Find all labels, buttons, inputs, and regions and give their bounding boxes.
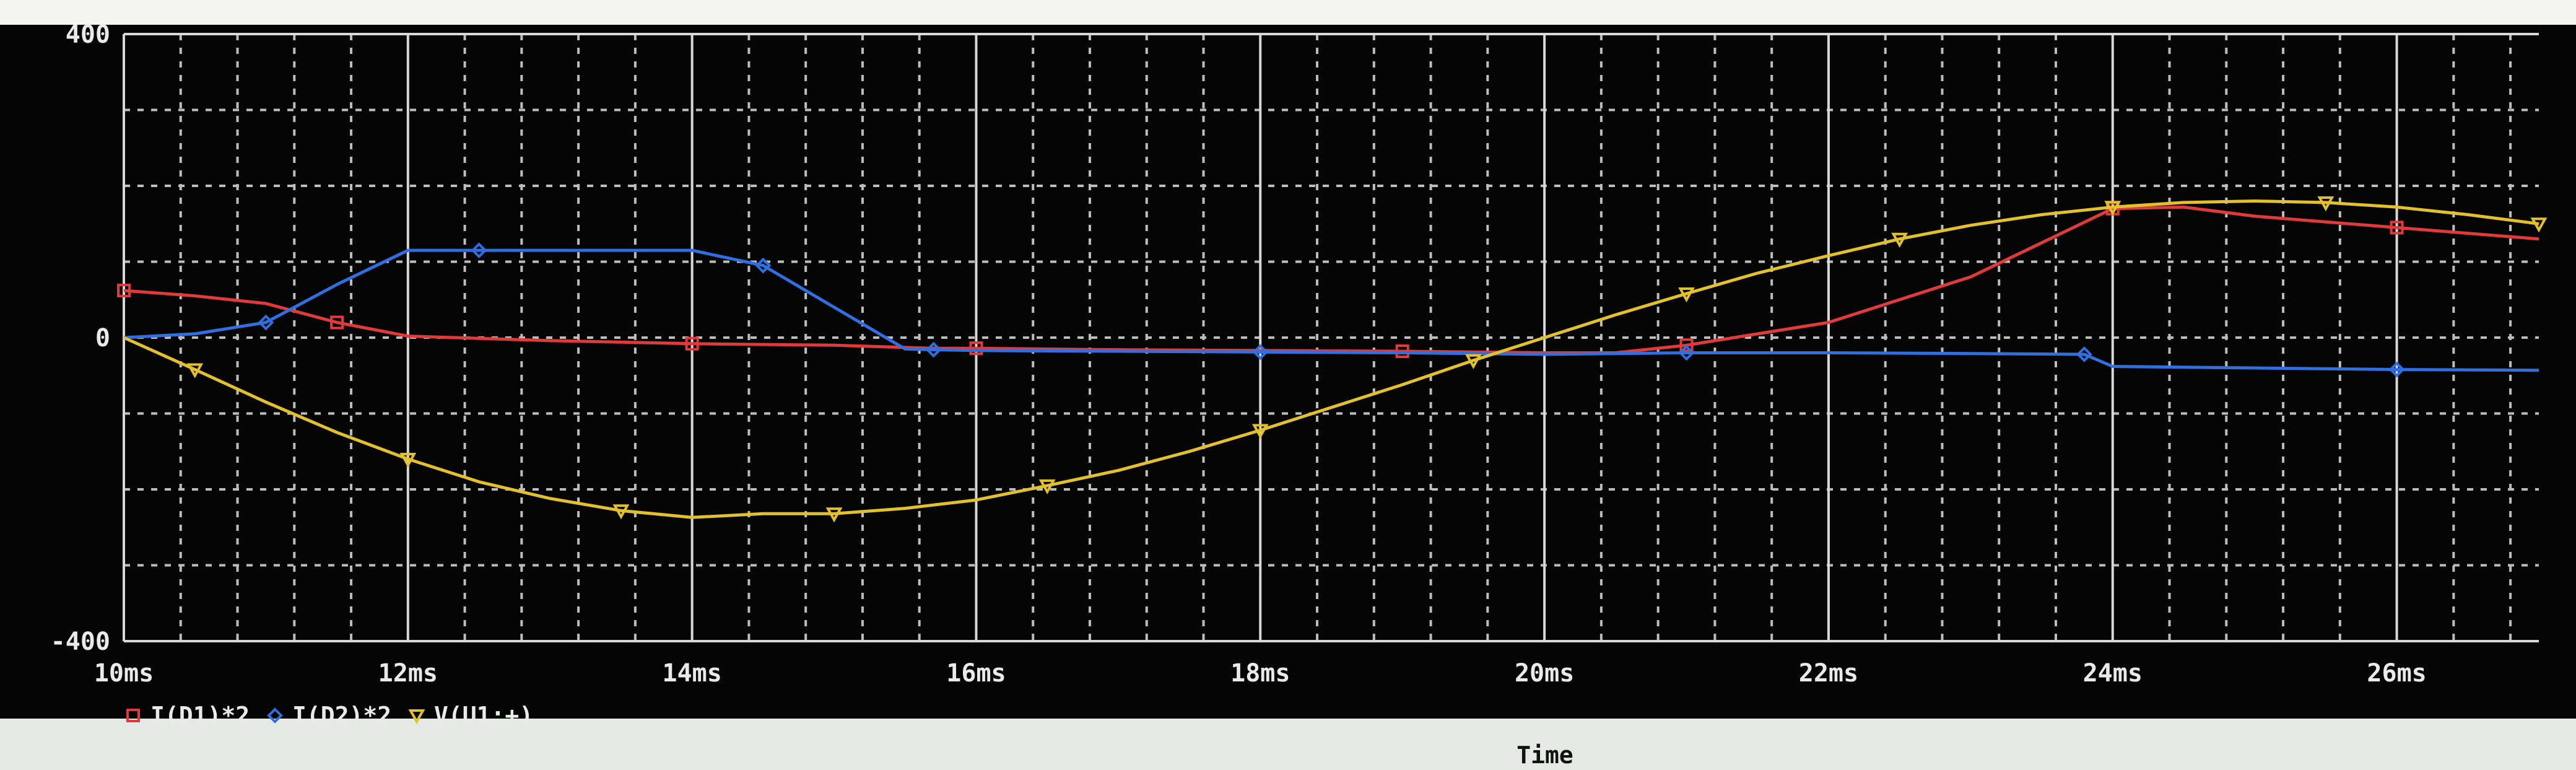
trace-marker-triangle [825,507,843,523]
trace-marker-triangle [2104,201,2121,216]
trace-marker-square [685,336,699,351]
plot-area [124,34,2539,641]
x-tick-label: 18ms [1230,659,1290,688]
trace-marker-triangle [399,453,417,468]
trace-marker-triangle [1465,354,1482,369]
trace-marker-square [117,284,131,298]
trace-marker-diamond [1678,344,1695,361]
trace-marker-square [126,709,140,722]
x-tick-label: 14ms [662,659,721,688]
legend-item-label[interactable]: I(D1)*2 [150,702,250,729]
trace-line-i-d2-2[interactable] [123,248,2539,372]
trace-marker-triangle [408,709,425,725]
major-gridlines [123,33,2539,642]
trace-marker-square [2390,221,2404,235]
trace-line-v-u1[interactable] [123,199,2539,519]
legend-item-label[interactable]: V(U1:+) [434,702,533,729]
x-tick-label: 20ms [1515,659,1574,688]
trace-marker-triangle [186,363,204,378]
y-tick-label: 0 [95,324,110,352]
minor-gridlines [124,34,2539,641]
trace-marker-square [969,341,983,356]
trace-marker-diamond [2388,361,2405,378]
y-axis-tick-labels: 400 0 -400 [51,20,110,656]
trace-marker-diamond [755,257,772,274]
trace-i-d2-2[interactable] [123,242,2539,378]
traces [117,196,2548,523]
trace-marker-triangle [1891,232,1908,248]
trace-marker-diamond [1252,344,1269,361]
trace-marker-diamond [258,314,274,331]
trace-marker-triangle [612,504,630,520]
trace-marker-triangle [2530,217,2548,233]
trace-marker-triangle [2317,196,2334,212]
legend-item-label[interactable]: I(D2)*2 [292,702,391,729]
y-tick-label: 400 [66,20,110,49]
x-tick-label: 22ms [1799,659,1858,688]
trace-v-u1[interactable] [123,196,2548,523]
legend[interactable]: I(D1)*2 I(D2)*2 V(U1:+) [126,702,533,729]
x-tick-label: 10ms [94,659,154,688]
x-tick-label: 12ms [378,659,438,688]
trace-marker-square [330,315,344,330]
trace-marker-diamond [267,707,283,724]
trace-marker-diamond [925,341,942,358]
trace-marker-diamond [2076,346,2092,362]
x-tick-label: 24ms [2083,659,2143,688]
x-axis-tick-labels: 10ms 12ms 14ms 16ms 18ms 20ms 22ms 24ms 26ms [94,659,2427,688]
y-tick-label: -400 [51,628,110,656]
x-axis-title: Time [1516,742,1573,769]
trace-marker-square [1679,338,1694,352]
x-tick-label: 16ms [946,659,1006,688]
trace-marker-diamond [471,242,487,258]
trace-marker-triangle [1251,424,1269,439]
x-tick-label: 26ms [2367,659,2426,688]
trace-marker-triangle [1038,479,1056,494]
trace-marker-triangle [1678,287,1695,303]
